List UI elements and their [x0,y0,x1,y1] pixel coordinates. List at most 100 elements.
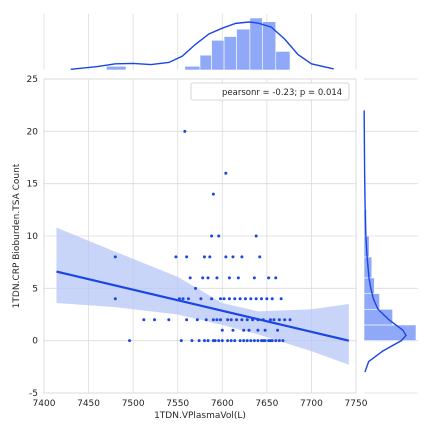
data-point [244,297,247,300]
data-point [228,297,231,300]
data-point [187,297,190,300]
top-hist-bar [237,29,250,70]
data-point [226,318,229,321]
data-point [278,339,281,342]
top-hist-bar [224,37,236,70]
data-point [276,329,279,332]
right-hist-bar [364,325,416,341]
data-point [246,318,249,321]
data-point [153,318,156,321]
y-tick-label: -5 [29,389,38,399]
data-point [235,318,238,321]
data-point [240,255,243,258]
data-point [262,339,265,342]
data-point [114,255,117,258]
top-hist-bar [185,66,200,70]
data-point [224,255,227,258]
data-point [215,276,218,279]
x-tick-label: 7550 [166,399,189,409]
data-point [246,339,249,342]
top-hist-bar [250,18,262,70]
data-point [237,276,240,279]
data-point [283,318,286,321]
data-point [230,318,233,321]
x-tick-labels: 7400 7450 7500 7550 7600 7650 7700 7750 [33,399,368,409]
top-hist-bar [276,51,290,70]
data-point [212,318,215,321]
data-point [226,339,229,342]
data-point [289,318,292,321]
data-point [271,297,274,300]
x-tick-label: 7600 [211,399,234,409]
data-point [228,276,231,279]
data-point [264,329,267,332]
data-point [201,276,204,279]
data-point [219,318,222,321]
data-point [233,339,236,342]
data-point [278,318,281,321]
data-point [189,276,192,279]
y-tick-label: 20 [27,127,39,137]
data-point [203,339,206,342]
data-point [249,297,252,300]
data-point [231,329,234,332]
data-point [196,318,199,321]
data-point [255,297,258,300]
data-point [230,339,233,342]
data-point [215,318,218,321]
y-tick-label: 0 [32,337,38,347]
data-point [207,276,210,279]
x-tick-label: 7400 [33,399,56,409]
data-point [221,339,224,342]
data-point [208,255,211,258]
data-point [210,235,213,238]
data-point [185,318,188,321]
data-point [190,339,193,342]
y-tick-label: 10 [27,232,39,242]
data-point [274,339,277,342]
data-point [180,339,183,342]
x-tick-label: 7700 [300,399,323,409]
x-tick-label: 7750 [345,399,368,409]
data-point [205,318,208,321]
data-point [249,339,252,342]
data-point [272,318,275,321]
data-point [217,235,220,238]
x-tick-label: 7500 [122,399,145,409]
data-point [185,255,188,258]
data-point [167,318,170,321]
top-hist-bar [212,40,224,70]
data-point [248,329,251,332]
data-point [223,297,226,300]
data-point [203,255,206,258]
data-point [242,329,245,332]
data-point [253,339,256,342]
y-tick-label: 15 [27,180,38,190]
data-point [221,329,224,332]
right-hist-bar [364,309,393,325]
x-tick-label: 7450 [77,399,100,409]
data-point [198,339,201,342]
data-point [239,339,242,342]
data-point [239,297,242,300]
data-point [224,172,227,175]
data-point [217,339,220,342]
data-point [240,318,243,321]
pearson-annotation: pearsonr = -0.23; p = 0.014 [222,88,342,98]
data-point [265,297,268,300]
top-hist-bar [200,55,212,70]
data-point [210,297,213,300]
data-point [114,297,117,300]
y-tick-labels: -5 0 5 10 15 20 25 [27,75,39,399]
data-point [281,339,284,342]
y-axis-label: 1TDN.CRP Bioburden.TSA Count [12,163,22,308]
data-point [253,276,256,279]
data-point [231,255,234,258]
data-point [258,255,261,258]
y-tick-label: 25 [27,75,38,85]
y-tick-label: 5 [32,284,38,294]
data-point [256,329,259,332]
x-axis-label: 1TDN.VPlasmaVol(L) [154,411,246,421]
